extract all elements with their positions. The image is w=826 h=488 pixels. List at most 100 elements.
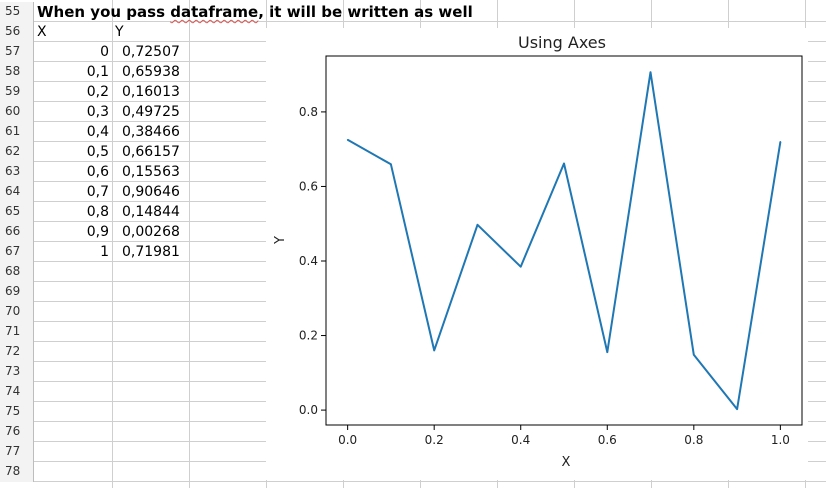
row-header[interactable]: 70 — [0, 302, 34, 322]
row-header[interactable]: 75 — [0, 402, 34, 422]
cell-x[interactable] — [35, 442, 112, 462]
cell-x[interactable]: 0,7 — [86, 184, 109, 200]
cell-y[interactable]: 0,72507 — [122, 44, 180, 60]
cell-x[interactable] — [35, 262, 112, 282]
cell-y[interactable] — [112, 322, 189, 342]
cell-y[interactable] — [112, 462, 189, 482]
cell-x[interactable] — [35, 382, 112, 402]
x-tick-label: 0.8 — [684, 433, 703, 447]
chart-title: Using Axes — [518, 33, 606, 52]
cell-x[interactable]: 0,4 — [86, 124, 109, 140]
sheet-row[interactable]: 78 — [0, 462, 826, 482]
cell-x[interactable] — [35, 402, 112, 422]
row-header[interactable]: 57 — [0, 42, 34, 62]
x-tick-label: 0.4 — [511, 433, 530, 447]
sheet-row[interactable]: 55 When you pass dataframe, it will be wr… — [0, 2, 826, 22]
plot-area-frame — [325, 55, 803, 426]
cell-x[interactable]: 0 — [100, 44, 109, 60]
cell-x[interactable]: 0,1 — [86, 64, 109, 80]
row-header[interactable]: 62 — [0, 142, 34, 162]
cell-y[interactable]: 0,65938 — [122, 64, 180, 80]
row-header[interactable]: 67 — [0, 242, 34, 262]
chart-canvas: Using Axes X Y 0.0 0.2 0.4 0.6 0.8 1.00.00.20… — [273, 33, 803, 470]
row-header[interactable]: 74 — [0, 382, 34, 402]
cell-y[interactable] — [112, 302, 189, 322]
data-point — [779, 140, 782, 143]
row-header[interactable]: 72 — [0, 342, 34, 362]
series-line — [347, 71, 782, 411]
y-tick-label: 0.8 — [299, 105, 318, 119]
cell-y[interactable] — [112, 342, 189, 362]
row-header[interactable]: 77 — [0, 442, 34, 462]
data-point — [390, 163, 392, 166]
cell-x[interactable]: 0,6 — [86, 164, 109, 180]
row-header[interactable]: 68 — [0, 262, 34, 282]
y-tick-label: 0.2 — [299, 329, 318, 343]
row-header[interactable]: 78 — [0, 462, 34, 482]
x-tick-label: 0.6 — [598, 433, 617, 447]
cell-x[interactable] — [35, 362, 112, 382]
cell-x[interactable]: 0,3 — [86, 104, 109, 120]
row-header[interactable]: 66 — [0, 222, 34, 242]
y-tick-label: 0.4 — [299, 254, 318, 268]
cell-x[interactable] — [35, 462, 112, 482]
row-header[interactable]: 71 — [0, 322, 34, 342]
y-tick-label: 0.0 — [299, 403, 318, 417]
cell-y[interactable] — [112, 282, 189, 302]
cell-y[interactable]: 0,16013 — [122, 84, 180, 100]
column-header-y[interactable]: Y — [115, 24, 124, 40]
data-point — [476, 223, 479, 226]
row-header[interactable]: 61 — [0, 122, 34, 142]
cell-y[interactable] — [112, 402, 189, 422]
cell-y[interactable]: 0,71981 — [122, 244, 180, 260]
cell-y[interactable]: 0,00268 — [122, 224, 180, 240]
cell-y[interactable] — [112, 262, 189, 282]
cell-x[interactable]: 0,9 — [86, 224, 109, 240]
cell-y[interactable]: 0,14844 — [122, 204, 180, 220]
cell-y[interactable] — [112, 422, 189, 442]
cell-x[interactable]: 0,5 — [86, 144, 109, 160]
x-tick-label: 0.2 — [425, 433, 444, 447]
cell-y[interactable]: 0,90646 — [122, 184, 180, 200]
cell-x[interactable] — [35, 422, 112, 442]
cell-y[interactable] — [112, 382, 189, 402]
cell-x[interactable] — [35, 322, 112, 342]
cell-x[interactable] — [35, 342, 112, 362]
cell-x[interactable]: 1 — [100, 244, 109, 260]
row-header[interactable]: 73 — [0, 362, 34, 382]
data-point — [519, 265, 522, 268]
cell-x[interactable]: 0,8 — [86, 204, 109, 220]
column-header-x[interactable]: X — [37, 24, 47, 40]
row-header[interactable]: 76 — [0, 422, 34, 442]
data-point — [346, 139, 349, 141]
line-chart[interactable]: Using Axes X Y 0.0 0.2 0.4 0.6 0.8 1.0 0.0 0.2 0… — [266, 28, 808, 480]
cell-y[interactable] — [112, 442, 189, 462]
column-divider — [189, 0, 190, 488]
heading-text: When you pass — [37, 3, 171, 21]
data-point — [606, 351, 609, 353]
cell-y[interactable]: 0,15563 — [122, 164, 180, 180]
cell-x[interactable] — [35, 302, 112, 322]
row-header[interactable]: 69 — [0, 282, 34, 302]
column-divider — [112, 0, 113, 488]
cell-y[interactable] — [112, 362, 189, 382]
row-header[interactable]: 56 — [0, 22, 34, 42]
cell-x[interactable] — [35, 282, 112, 302]
cell-y[interactable]: 0,66157 — [122, 144, 180, 160]
row-header[interactable]: 59 — [0, 82, 34, 102]
data-point — [736, 408, 738, 410]
row-header[interactable]: 63 — [0, 162, 34, 182]
x-tick-label: 1.0 — [771, 433, 790, 447]
chart-marks: 0.0 0.2 0.4 0.6 0.8 1.0 0.0 0.2 0.4 0.6 0.8 — [299, 71, 790, 447]
cell-x[interactable]: 0,2 — [86, 84, 109, 100]
x-tick-label: 0.0 — [338, 433, 357, 447]
cell-y[interactable]: 0,49725 — [122, 104, 180, 120]
row-header[interactable]: 55 — [0, 2, 34, 22]
row-header[interactable]: 60 — [0, 102, 34, 122]
row-header[interactable]: 64 — [0, 182, 34, 202]
x-axis-label: X — [562, 455, 571, 470]
sheet-heading[interactable]: When you pass dataframe, it will be writ… — [34, 2, 473, 22]
row-header[interactable]: 58 — [0, 62, 34, 82]
row-header[interactable]: 65 — [0, 202, 34, 222]
cell-y[interactable]: 0,38466 — [122, 124, 180, 140]
